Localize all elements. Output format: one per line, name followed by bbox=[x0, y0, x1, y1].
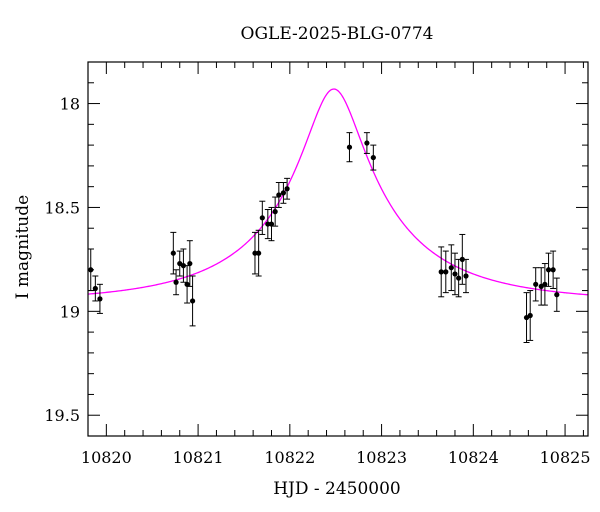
data-point bbox=[346, 132, 353, 163]
plot-frame bbox=[87, 61, 589, 437]
x-tick-label: 10825 bbox=[540, 448, 591, 467]
data-point bbox=[268, 206, 275, 242]
data-point bbox=[87, 248, 94, 292]
data-point bbox=[264, 209, 271, 240]
data-point bbox=[280, 182, 287, 204]
data-point bbox=[545, 252, 552, 287]
point-marker bbox=[452, 271, 458, 277]
point-marker bbox=[184, 281, 190, 287]
data-point bbox=[459, 233, 466, 285]
data-point bbox=[92, 275, 99, 302]
point-marker bbox=[364, 140, 370, 146]
x-tick-label: 10820 bbox=[81, 448, 132, 467]
point-marker bbox=[554, 292, 560, 298]
data-point bbox=[523, 292, 530, 343]
data-point bbox=[448, 244, 455, 292]
y-axis-label: I magnitude bbox=[13, 195, 33, 299]
point-marker bbox=[265, 221, 271, 227]
data-point bbox=[451, 252, 458, 296]
model-curve-group bbox=[87, 88, 589, 296]
point-marker bbox=[550, 267, 556, 273]
point-marker bbox=[88, 267, 94, 273]
point-marker bbox=[443, 269, 449, 275]
point-marker bbox=[173, 279, 179, 285]
point-marker bbox=[370, 154, 376, 161]
data-point bbox=[275, 182, 282, 208]
point-marker bbox=[284, 186, 290, 192]
point-marker bbox=[187, 260, 193, 267]
data-point bbox=[170, 231, 177, 275]
data-point bbox=[173, 269, 180, 296]
point-marker bbox=[533, 281, 539, 287]
data-point bbox=[538, 267, 545, 306]
data-point bbox=[550, 250, 557, 289]
data-point bbox=[189, 275, 196, 327]
data-points-group bbox=[87, 132, 560, 343]
data-point bbox=[553, 277, 560, 312]
chart-title: OGLE-2025-BLG-0774 bbox=[241, 24, 434, 44]
data-point bbox=[96, 283, 103, 314]
data-point bbox=[255, 229, 262, 277]
point-marker bbox=[456, 275, 462, 281]
point-marker bbox=[448, 265, 454, 271]
data-point bbox=[284, 177, 291, 200]
data-point bbox=[259, 200, 266, 235]
point-marker bbox=[438, 269, 444, 275]
point-marker bbox=[459, 256, 465, 262]
point-marker bbox=[252, 250, 258, 256]
point-marker bbox=[256, 250, 262, 256]
data-point bbox=[442, 250, 449, 294]
y-tick-label: 19.5 bbox=[44, 406, 80, 425]
data-point bbox=[541, 263, 548, 306]
point-marker bbox=[276, 192, 282, 198]
data-point bbox=[272, 196, 279, 227]
point-marker bbox=[92, 285, 98, 292]
point-marker bbox=[189, 298, 196, 304]
point-marker bbox=[463, 273, 469, 279]
data-point bbox=[532, 267, 539, 302]
point-marker bbox=[346, 144, 353, 150]
x-tick-label: 10823 bbox=[356, 448, 407, 467]
point-marker bbox=[259, 215, 265, 221]
data-point bbox=[462, 258, 469, 294]
model-curve bbox=[87, 88, 589, 296]
data-point bbox=[176, 250, 183, 277]
data-point bbox=[455, 258, 462, 298]
point-marker bbox=[272, 209, 278, 215]
point-marker bbox=[280, 190, 287, 196]
point-marker bbox=[170, 250, 176, 256]
axis-ticks: 10820 10821 10822 10823 10824 10825 18 18.5 19 19… bbox=[44, 61, 591, 467]
x-tick-label: 10821 bbox=[173, 448, 224, 467]
data-point bbox=[363, 132, 370, 154]
data-point bbox=[251, 231, 258, 275]
data-point bbox=[527, 290, 534, 341]
x-axis-label: HJD - 2450000 bbox=[273, 479, 401, 499]
data-point bbox=[184, 265, 191, 304]
data-point bbox=[180, 248, 187, 283]
y-tick-label: 18 bbox=[60, 95, 80, 114]
data-point bbox=[438, 246, 445, 298]
y-tick-label: 19 bbox=[60, 302, 80, 321]
data-point bbox=[186, 240, 193, 287]
point-marker bbox=[527, 312, 533, 319]
x-tick-label: 10824 bbox=[448, 448, 499, 467]
y-tick-label: 18.5 bbox=[44, 198, 80, 217]
point-marker bbox=[180, 263, 187, 269]
point-marker bbox=[542, 281, 548, 287]
point-marker bbox=[268, 221, 275, 227]
data-point bbox=[370, 144, 377, 171]
point-marker bbox=[545, 267, 552, 273]
x-tick-label: 10822 bbox=[264, 448, 315, 467]
point-marker bbox=[97, 296, 103, 302]
